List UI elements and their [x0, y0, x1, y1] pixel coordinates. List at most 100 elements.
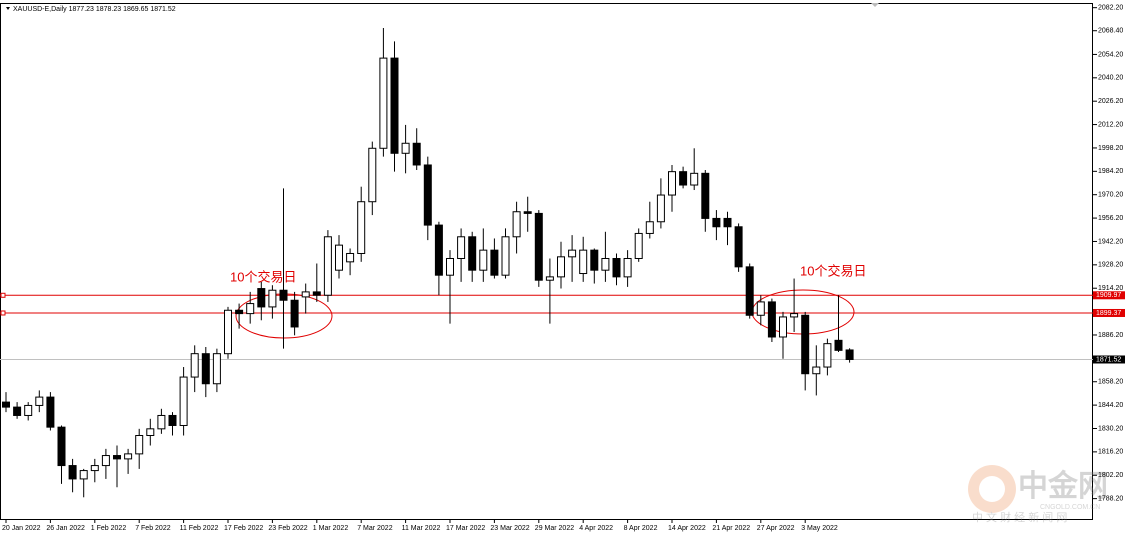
watermark-name: 中金网: [1018, 469, 1108, 503]
y-tick-label: 1998.20: [1098, 145, 1123, 152]
candle-body: [767, 301, 776, 338]
watermark-domain: CNGOLD.COM.CN: [1040, 504, 1100, 511]
candle-body: [168, 414, 177, 426]
x-tick-label: 7 Feb 2022: [135, 525, 171, 532]
price-line-handle: [0, 310, 6, 316]
candle-body: [645, 221, 654, 234]
candle-body: [90, 465, 99, 472]
y-tick-label: 1984.20: [1098, 168, 1123, 175]
watermark: 中金网 CNGOLD.COM.CN 中 文 财 经 新 闻 网: [968, 465, 1108, 524]
candle-body: [124, 453, 133, 460]
candle-body: [101, 455, 110, 467]
y-tick-label: 1830.20: [1098, 425, 1123, 432]
candle-body: [601, 257, 610, 271]
y-tick-label: 2068.40: [1098, 28, 1123, 35]
candle-body: [224, 309, 232, 355]
candle-body: [623, 257, 632, 278]
x-tick-label: 20 Jan 2022: [2, 525, 41, 532]
candle-body: [335, 244, 343, 271]
x-tick-label: 7 Mar 2022: [357, 525, 393, 532]
candle-body: [468, 236, 477, 271]
y-tick-label: 2026.20: [1098, 98, 1123, 105]
candle-body: [201, 353, 210, 385]
candle-body: [490, 249, 499, 276]
candle-body: [557, 256, 565, 278]
watermark-tagline: 中 文 财 经 新 闻 网: [972, 510, 1067, 524]
candle-body: [268, 289, 277, 308]
candle-body: [668, 171, 676, 196]
candle-body: [568, 249, 577, 258]
logo-inner: [979, 476, 1005, 502]
price-tag: [1093, 291, 1125, 300]
candle-body: [290, 299, 299, 328]
candle-body: [423, 164, 432, 226]
candle-body: [756, 301, 765, 316]
candle-body: [146, 428, 155, 437]
candle-body: [701, 172, 710, 219]
candle-body: [823, 343, 832, 368]
x-tick-label: 4 Apr 2022: [579, 525, 613, 532]
x-tick-label: 26 Jan 2022: [46, 525, 85, 532]
x-tick-label: 11 Mar 2022: [402, 525, 441, 532]
current-price-label: 1871.52: [1096, 356, 1121, 363]
candle-body: [357, 201, 366, 254]
y-tick-label: 1886.20: [1098, 332, 1123, 339]
candle-body: [612, 257, 621, 278]
current-price-tag: [1093, 355, 1125, 364]
candle-body: [257, 288, 266, 308]
candle-body: [68, 465, 77, 480]
y-tick-label: 1956.20: [1098, 215, 1123, 222]
candle-body: [512, 211, 521, 238]
candle-body: [790, 313, 799, 318]
candle-body: [401, 142, 410, 154]
candle-body: [113, 455, 121, 460]
candle-body: [212, 353, 221, 385]
candle-body: [779, 316, 787, 338]
candle-body: [368, 147, 377, 203]
y-tick-label: 2082.20: [1098, 5, 1123, 12]
candle-body: [545, 276, 554, 281]
shift-marker: [871, 3, 879, 7]
candle-body: [801, 314, 810, 375]
price-tag-label: 1909.97: [1096, 292, 1121, 299]
x-tick-label: 27 Apr 2022: [757, 525, 795, 532]
y-tick-label: 1942.20: [1098, 238, 1123, 245]
annotation: 10个交易日: [230, 269, 296, 284]
plot-frame: [0, 3, 1093, 520]
candle-body: [13, 406, 22, 416]
candle-body: [634, 232, 643, 259]
candle-body: [434, 224, 443, 276]
x-tick-label: 29 Mar 2022: [535, 525, 574, 532]
candle-body: [745, 266, 754, 316]
candle-body: [412, 142, 421, 166]
candle-body: [24, 404, 33, 416]
x-tick-label: 11 Feb 2022: [180, 525, 219, 532]
candle-body: [2, 401, 10, 408]
candle-body: [279, 289, 288, 301]
candle-body: [190, 353, 199, 378]
x-tick-label: 17 Feb 2022: [224, 525, 263, 532]
price-line-handle: [0, 292, 6, 298]
candle-body: [656, 194, 665, 223]
y-tick-label: 1970.20: [1098, 192, 1123, 199]
candle-body: [379, 57, 388, 149]
candle-body: [57, 426, 66, 467]
y-tick-label: 1858.20: [1098, 379, 1123, 386]
chart-title: XAUUSD-E,Daily 1877.23 1878.23 1869.65 1…: [13, 6, 176, 13]
x-tick-label: 21 Apr 2022: [712, 525, 750, 532]
annotation: 10个交易日: [800, 263, 866, 278]
price-tag-label: 1899.37: [1096, 310, 1121, 317]
candle-body: [157, 414, 166, 430]
price-tag: [1093, 308, 1125, 317]
candle-body: [235, 309, 244, 315]
y-tick-label: 1914.20: [1098, 285, 1123, 292]
candle-body: [523, 211, 532, 214]
candle-body: [590, 249, 599, 271]
candle-body: [312, 291, 321, 296]
candle-body: [723, 217, 732, 228]
y-tick-label: 1802.20: [1098, 472, 1123, 479]
candle-body: [690, 172, 699, 186]
y-tick-label: 1788.20: [1098, 495, 1123, 502]
candle-body: [834, 339, 843, 351]
